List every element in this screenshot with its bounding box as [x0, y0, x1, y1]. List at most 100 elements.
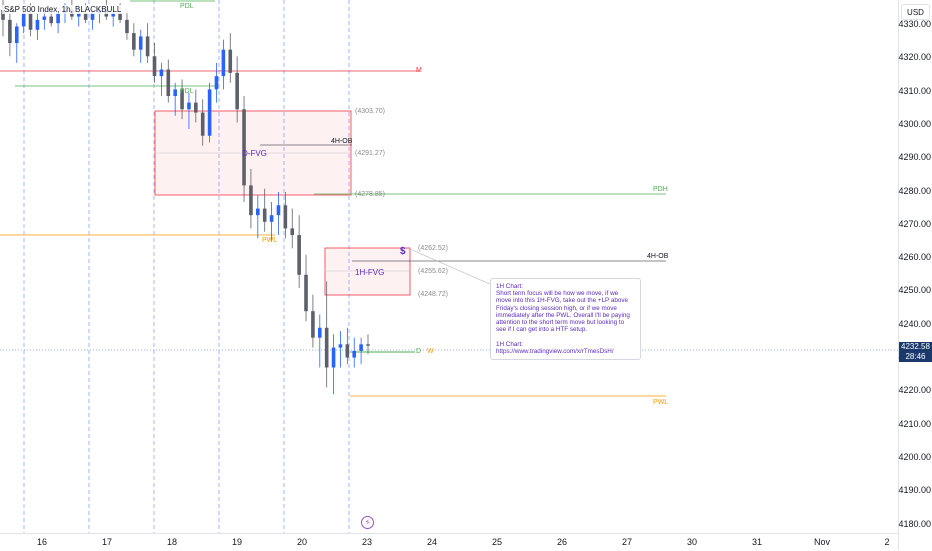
candle-body — [125, 19, 129, 34]
candle-body — [317, 327, 322, 338]
dollar-sign-icon[interactable]: $ — [400, 246, 406, 257]
h1-fvg-label: 1H-FVG — [355, 268, 385, 277]
pdl-top-label: PDL — [180, 3, 194, 10]
candle-body — [276, 205, 281, 216]
time-tick-label: 23 — [361, 537, 373, 547]
chart-note[interactable]: 1H Chart: Short term focus will be how w… — [490, 278, 641, 360]
candle-body — [8, 19, 12, 44]
symbol-title[interactable]: S&P 500 Index, 1h, BLACKBULL — [2, 5, 124, 14]
time-tick-label: Nov — [813, 537, 831, 547]
candle-body — [249, 185, 253, 216]
candle-body — [311, 311, 315, 338]
candle-body — [166, 69, 171, 97]
d-fvg-label: D-FVG — [242, 149, 267, 158]
candle-body — [242, 109, 246, 186]
candle-body — [235, 72, 239, 110]
candle-body — [290, 228, 295, 236]
candle-body — [338, 344, 343, 348]
time-axis[interactable]: 16 17 18 19 20 23 24 25 26 27 30 31 Nov 2 — [0, 533, 898, 551]
price-tick-label: 4310.00 — [898, 85, 931, 96]
price-tick-label: 4220.00 — [898, 385, 931, 396]
price-tick-label: 4260.00 — [898, 252, 931, 263]
price-tick-label: 4300.00 — [898, 118, 931, 129]
candle-body — [200, 112, 205, 136]
price-axis[interactable]: 4330.00 4320.00 4310.00 4300.00 4290.00 4280.… — [898, 0, 932, 550]
price-tick-label: 4280.00 — [898, 185, 931, 196]
time-tick-label: 19 — [231, 537, 243, 547]
price-chart[interactable] — [0, 0, 898, 533]
candle-body — [180, 89, 184, 110]
candle-body — [221, 49, 226, 77]
candle-body — [173, 89, 177, 97]
price-tick-label: 4330.00 — [898, 19, 931, 29]
h1-fvg-bottom-price: (4248.72) — [418, 291, 448, 298]
candle-body — [1, 9, 5, 20]
chart-area[interactable] — [0, 0, 898, 533]
candle-body — [345, 344, 350, 358]
time-tick-label: 31 — [751, 537, 763, 547]
candle-body — [145, 36, 150, 57]
candle-body — [83, 13, 88, 20]
candle-body — [111, 13, 115, 17]
time-tick-label: 2 — [884, 537, 890, 547]
time-tick-label: 17 — [101, 537, 113, 547]
candle-body — [159, 69, 164, 77]
last-price-badge: 4232.58 28:46 — [899, 342, 932, 362]
candle-body — [366, 344, 370, 346]
time-tick-label: 18 — [166, 537, 178, 547]
candle-body — [228, 49, 233, 73]
time-tick-label: 27 — [621, 537, 633, 547]
pdl-label: PDL — [180, 88, 194, 95]
time-tick-label: 16 — [36, 537, 48, 547]
time-tick-label: 20 — [296, 537, 308, 547]
session-separators — [23, 0, 350, 533]
candle-body — [262, 208, 267, 222]
ob-4h-label: 4H-OB — [647, 253, 669, 260]
price-tick-label: 4180.00 — [898, 518, 931, 529]
candle-body — [14, 26, 19, 44]
pwl-left-label: PWL — [262, 237, 278, 244]
h1-fvg-zone[interactable] — [324, 247, 411, 296]
pwl-right-label: PWL — [653, 399, 669, 406]
price-tick-label: 4240.00 — [898, 318, 931, 329]
candles-group — [1, 0, 370, 394]
candle-body — [138, 36, 143, 50]
candle-body — [35, 19, 40, 30]
d-fvg-bottom-price: (4278.85) — [355, 191, 385, 198]
bar-countdown: 28:46 — [905, 352, 926, 361]
candle-body — [21, 13, 26, 27]
ob-4h-top-label: 4H-OB — [331, 138, 353, 145]
price-tick-label: 4250.00 — [898, 285, 931, 296]
d-marker-label: D — [416, 348, 422, 355]
time-tick-label: 25 — [491, 537, 503, 547]
candle-body — [49, 16, 54, 24]
time-tick-label: 30 — [686, 537, 698, 547]
candle-body — [324, 327, 329, 368]
candle-body — [132, 33, 136, 50]
currency-badge[interactable]: USD — [901, 4, 930, 20]
price-tick-label: 4200.00 — [898, 451, 931, 462]
pdh-label: PDH — [653, 186, 668, 193]
price-tick-label: 4190.00 — [898, 485, 931, 496]
candle-body — [304, 274, 308, 312]
note-connector — [409, 248, 493, 286]
price-tick-label: 4320.00 — [898, 52, 931, 63]
candle-body — [352, 350, 357, 358]
candle-body — [297, 235, 301, 275]
candle-body — [194, 102, 198, 113]
candle-body — [256, 208, 260, 216]
lightning-icon[interactable]: ⚡ — [361, 516, 374, 529]
candle-body — [90, 13, 95, 20]
w-marker-label: W — [427, 348, 434, 355]
candle-body — [56, 13, 60, 24]
last-price-value: 4232.58 — [901, 342, 930, 351]
candle-body — [118, 13, 122, 20]
candle-body — [76, 13, 81, 17]
m-label: M — [416, 67, 422, 74]
candle-body — [28, 13, 33, 30]
time-tick-label: 26 — [556, 537, 568, 547]
price-tick-label: 4270.00 — [898, 218, 931, 229]
price-tick-label: 4210.00 — [898, 418, 931, 429]
candle-body — [331, 347, 336, 368]
d-fvg-mid-price: (4291.27) — [355, 150, 385, 157]
